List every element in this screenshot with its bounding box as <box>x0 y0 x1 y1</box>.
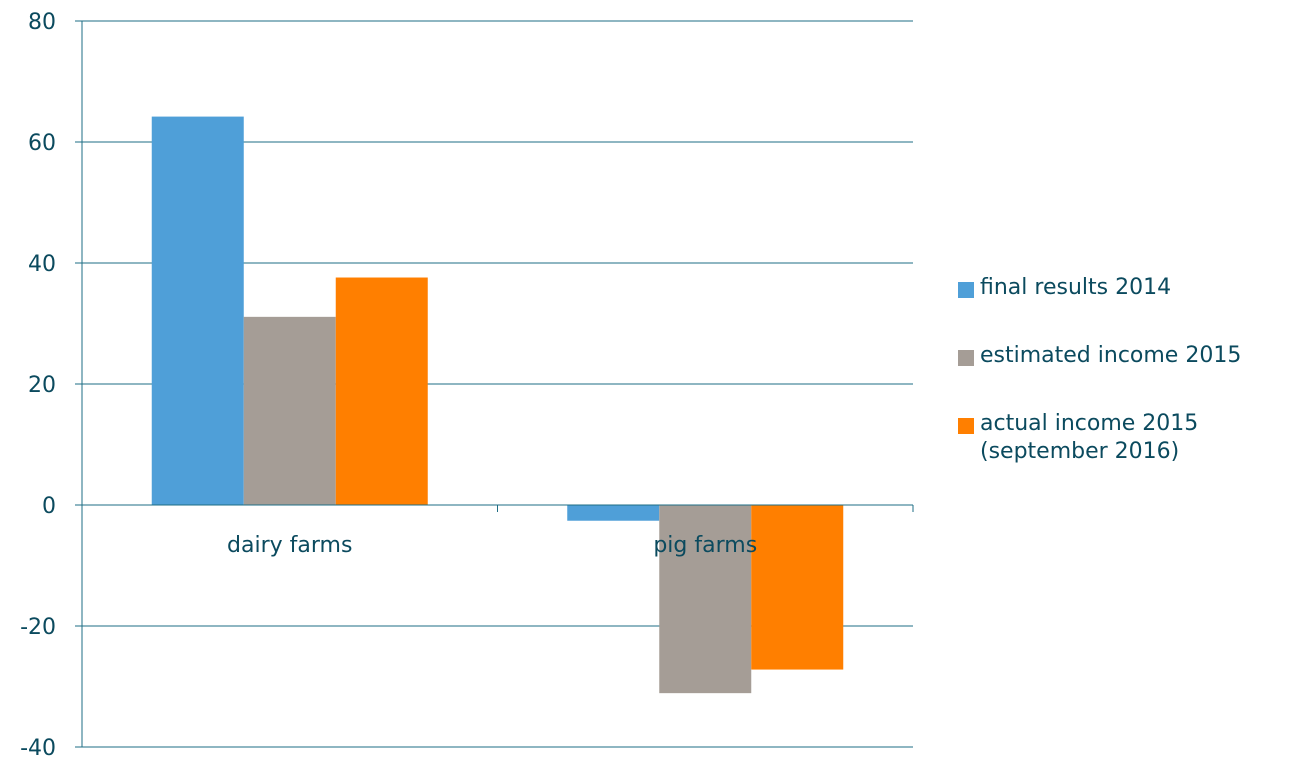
chart-legend: final results 2014 estimated income 2015 a… <box>958 274 1241 466</box>
y-tick-label: 60 <box>28 131 56 156</box>
y-tick-label: -20 <box>20 615 56 640</box>
legend-item: estimated income 2015 <box>958 342 1241 370</box>
category-label: pig farms <box>653 533 757 558</box>
bar <box>335 277 428 505</box>
legend-label: actual income 2015 (september 2016) <box>980 411 1199 464</box>
legend-label: estimated income 2015 <box>980 343 1242 368</box>
y-tick-label: 40 <box>28 252 56 277</box>
bar <box>567 505 660 521</box>
category-label: dairy farms <box>227 533 352 558</box>
legend-swatch <box>958 350 974 366</box>
legend-swatch <box>958 282 974 298</box>
y-tick-label: 20 <box>28 373 56 398</box>
bar <box>151 116 244 505</box>
y-tick-label: 0 <box>42 494 56 519</box>
y-tick-label: -40 <box>20 736 56 759</box>
legend-label: final results 2014 <box>980 275 1172 300</box>
bar <box>659 505 752 694</box>
bar <box>751 505 844 670</box>
legend-item: final results 2014 <box>958 274 1241 302</box>
y-tick-label: 80 <box>28 10 56 35</box>
bar <box>243 316 336 505</box>
legend-item: actual income 2015 (september 2016) <box>958 410 1241 466</box>
legend-swatch <box>958 418 974 434</box>
